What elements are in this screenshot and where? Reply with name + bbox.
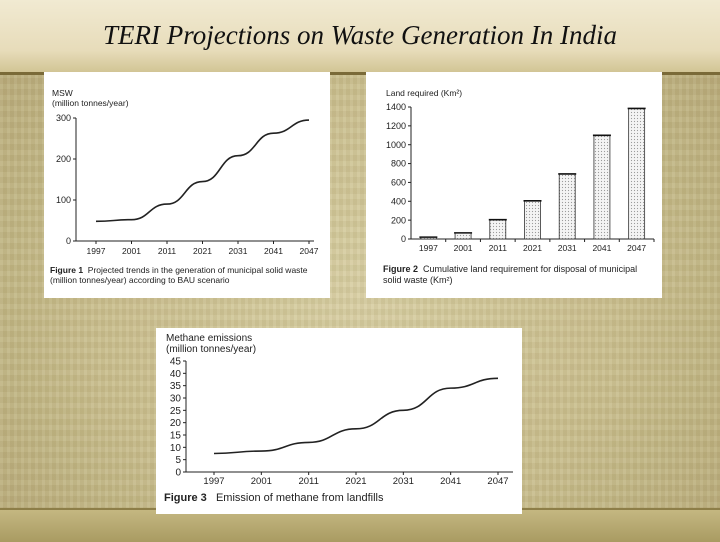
y-axis-title-line1: MSW — [52, 88, 73, 98]
figure-2-caption: Figure 2 Cumulative land requirement for… — [383, 264, 653, 286]
y-tick-label: 200 — [56, 154, 71, 164]
y-tick-label: 35 — [170, 381, 182, 392]
series-line — [95, 119, 310, 223]
y-tick-label: 1400 — [386, 102, 406, 112]
figure-1-caption: Figure 1 Projected trends in the generat… — [50, 265, 326, 285]
x-tick-label: 1997 — [87, 246, 106, 256]
x-tick-label: 2011 — [298, 476, 318, 487]
x-tick-label: 2031 — [393, 476, 414, 487]
y-tick-label: 15 — [170, 431, 182, 442]
y-axis-title-line2: (million tonnes/year) — [52, 98, 129, 108]
y-tick-label: 0 — [401, 234, 406, 244]
y-tick-label: 40 — [170, 369, 182, 380]
figure-2-caption-label: Figure 2 — [383, 264, 419, 274]
x-tick-label: 2041 — [440, 476, 461, 487]
y-tick-label: 800 — [391, 159, 406, 169]
x-tick-label: 2047 — [487, 476, 508, 487]
y-tick-label: 1000 — [386, 140, 406, 150]
bar — [489, 219, 507, 240]
y-tick-label: 25 — [170, 406, 182, 417]
y-axis-title: Land required (Km²) — [386, 88, 462, 98]
y-tick-label: 0 — [66, 236, 71, 246]
x-tick-label: 1997 — [419, 243, 438, 253]
figure-3-caption-text: Emission of methane from landfills — [215, 492, 384, 504]
figure-3-panel: 0 5 10 15 20 25 30 35 40 45 Methane emissions (mill… — [156, 328, 522, 514]
y-tick-label: 45 — [170, 357, 182, 368]
x-tick-label: 2001 — [122, 246, 141, 256]
figure-2-caption-text: Cumulative land requirement for disposal… — [383, 264, 638, 285]
bar — [558, 173, 576, 240]
x-tick-label: 2047 — [627, 243, 646, 253]
y-tick-label: 0 — [175, 468, 181, 479]
y-tick-label: 1200 — [386, 121, 406, 131]
y-tick-label: 200 — [391, 215, 406, 225]
y-tick-label: 100 — [56, 195, 71, 205]
figure-2-chart: 0 200 400 600 800 1000 1200 1400 Land required (… — [386, 88, 655, 253]
x-tick-label: 2011 — [489, 243, 508, 253]
y-axis-title-line1: Methane emissions — [166, 333, 252, 344]
y-axis-title-line2: (million tonnes/year) — [166, 344, 256, 355]
figure-1-caption-text: Projected trends in the generation of mu… — [50, 265, 308, 286]
y-tick-label: 10 — [170, 443, 182, 454]
y-tick-label: 5 — [175, 455, 181, 466]
series-line — [213, 377, 499, 455]
y-tick-label: 20 — [170, 418, 182, 429]
title-band — [0, 0, 720, 75]
x-tick-label: 2011 — [158, 246, 177, 256]
x-tick-label: 1997 — [203, 476, 224, 487]
x-tick-label: 2031 — [558, 243, 577, 253]
x-tick-label: 2047 — [300, 246, 319, 256]
y-tick-label: 30 — [170, 394, 182, 405]
x-tick-label: 2021 — [523, 243, 542, 253]
figure-1-panel: 0 100 200 300 MSW (million tonnes/year) 1997 20… — [44, 72, 330, 298]
x-tick-label: 2021 — [193, 246, 212, 256]
x-tick-label: 2031 — [229, 246, 248, 256]
x-tick-label: 2041 — [264, 246, 283, 256]
bar — [593, 134, 611, 240]
x-tick-label: 2041 — [592, 243, 611, 253]
y-tick-label: 300 — [56, 113, 71, 123]
bar — [454, 232, 472, 240]
x-tick-label: 2021 — [345, 476, 366, 487]
y-tick-label: 600 — [391, 178, 406, 188]
page-title: TERI Projections on Waste Generation In … — [103, 20, 617, 50]
figure-1-caption-label: Figure 1 — [50, 265, 84, 275]
bar — [524, 200, 541, 240]
x-tick-label: 2001 — [454, 243, 473, 253]
y-tick-label: 400 — [391, 196, 406, 206]
x-tick-label: 2001 — [251, 476, 272, 487]
figure-3-caption: Figure 3 Emission of methane from landfi… — [164, 492, 514, 505]
figure-2-panel: 0 200 400 600 800 1000 1200 1400 Land required (… — [366, 72, 662, 298]
bar — [628, 108, 646, 240]
figure-1-chart: 0 100 200 300 MSW(million tonnes/year) 1997 20… — [52, 88, 319, 256]
figure-3-caption-label: Figure 3 — [164, 492, 207, 504]
